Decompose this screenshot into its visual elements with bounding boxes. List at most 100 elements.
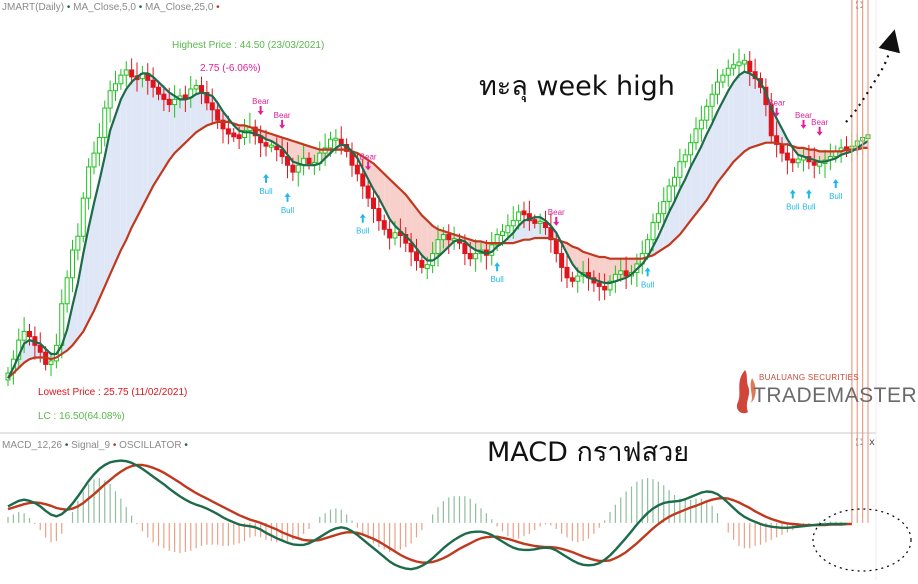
cloud-segment: [142, 73, 148, 207]
candle-up: [494, 233, 500, 246]
cloud-segment: [362, 156, 369, 180]
lowest-price-label: Lowest Price : 25.75 (11/02/2021): [38, 387, 188, 398]
cloud-segment: [115, 99, 121, 263]
expand-icon[interactable]: ⛶: [856, 1, 863, 11]
candle-down: [209, 102, 215, 111]
cloud-segment: [137, 73, 143, 218]
candle-down: [150, 79, 156, 88]
candle-up: [64, 277, 70, 305]
candle-up: [537, 220, 543, 224]
candle-down: [360, 173, 366, 187]
ma25-legend: MA_Close,25,0: [145, 2, 214, 13]
candle-up: [736, 61, 742, 67]
candle-down: [27, 330, 32, 338]
cloud-segment: [24, 340, 30, 363]
candle-up: [661, 201, 667, 215]
chart-header: JMART(Daily) • MA_Close,5,0 • MA_Close,2…: [2, 2, 220, 13]
candle-up: [172, 98, 178, 106]
cloud-segment: [131, 76, 137, 228]
candle-down: [290, 164, 296, 173]
bull-signal-label: Bull: [786, 202, 800, 211]
logo-subtitle: BUALUANG SECURITIES: [759, 373, 859, 382]
bear-arrow-icon: [257, 105, 264, 115]
signal-legend-dot: •: [112, 440, 117, 451]
cloud-segment: [174, 95, 180, 154]
macd-highlight-circle: [812, 508, 912, 572]
candle-down: [774, 135, 780, 145]
candle-up: [607, 280, 613, 291]
candle-down: [543, 221, 548, 229]
cloud-segment: [405, 194, 412, 242]
candle-down: [596, 282, 602, 287]
cloud-segment: [416, 208, 422, 256]
bull-arrow-icon: [805, 189, 812, 199]
bear-signal-label: Bear: [252, 97, 269, 106]
candle-up: [645, 239, 651, 255]
cloud-segment: [373, 163, 379, 199]
cloud-segment: [728, 82, 734, 169]
cloud-segment: [744, 71, 750, 152]
ma5-legend-dot: •: [66, 2, 71, 13]
candle-up: [80, 197, 86, 237]
candle-up: [48, 360, 54, 365]
candle-up: [107, 90, 113, 109]
cloud-segment: [583, 251, 589, 278]
bear-signal-label: Bear: [795, 111, 812, 120]
candle-up: [102, 107, 108, 139]
candle-up: [693, 128, 699, 144]
candle-down: [354, 164, 360, 175]
bull-signal-label: Bull: [490, 275, 504, 284]
candle-down: [166, 98, 172, 106]
candle-down: [779, 143, 785, 154]
macd-legend-dot: •: [64, 440, 69, 451]
bull-arrow-icon: [789, 189, 796, 199]
cloud-segment: [513, 225, 519, 244]
signals-group: BearBearBullBullBearBullBearBullBullBear…: [252, 97, 842, 289]
cloud-segment: [427, 220, 433, 261]
signal-legend: Signal_9: [71, 440, 111, 451]
candle-up: [268, 144, 274, 148]
candle-down: [559, 253, 565, 268]
candle-up: [698, 119, 704, 130]
cloud-segment: [153, 76, 159, 186]
candle-down: [252, 126, 258, 137]
ma25-line: [7, 120, 868, 379]
candle-down: [387, 228, 393, 239]
candle-up: [435, 239, 441, 255]
candle-up: [70, 249, 75, 279]
breakout-arrow: [845, 29, 901, 123]
candle-up: [720, 74, 726, 83]
candle-up: [91, 152, 97, 168]
bull-arrow-icon: [832, 179, 839, 189]
close-icon[interactable]: x: [869, 437, 875, 448]
candle-up: [510, 220, 516, 227]
candle-up: [123, 69, 129, 76]
cloud-segment: [814, 149, 820, 162]
cloud-segment: [389, 179, 395, 226]
cloud-segment: [83, 227, 89, 332]
candle-up: [575, 275, 581, 282]
expand-icon-macd[interactable]: ⛶: [856, 438, 863, 448]
cloud-segment: [475, 241, 481, 252]
macd-lines-group: [7, 459, 852, 571]
bear-signal-label: Bear: [768, 99, 785, 108]
bear-arrow-icon: [553, 216, 560, 226]
candle-up: [440, 233, 446, 241]
annotation-macd: MACD กราฟสวย: [487, 437, 690, 468]
candle-up: [795, 158, 801, 164]
cloud-segment: [819, 151, 825, 162]
macd-line: [7, 459, 847, 571]
cloud-segment: [147, 73, 154, 197]
candle-up: [672, 176, 677, 187]
cloud-segment: [99, 156, 105, 299]
cloud-segment: [577, 248, 584, 275]
candle-down: [263, 142, 269, 147]
candle-down: [602, 285, 608, 291]
candle-down: [365, 185, 371, 199]
oscillator-bars: [7, 0, 869, 554]
highest-price-label: Highest Price : 44.50 (23/03/2021): [172, 40, 325, 51]
bear-arrow-icon: [773, 107, 780, 117]
cloud-segment: [690, 156, 696, 221]
cloud-segment: [679, 179, 686, 235]
